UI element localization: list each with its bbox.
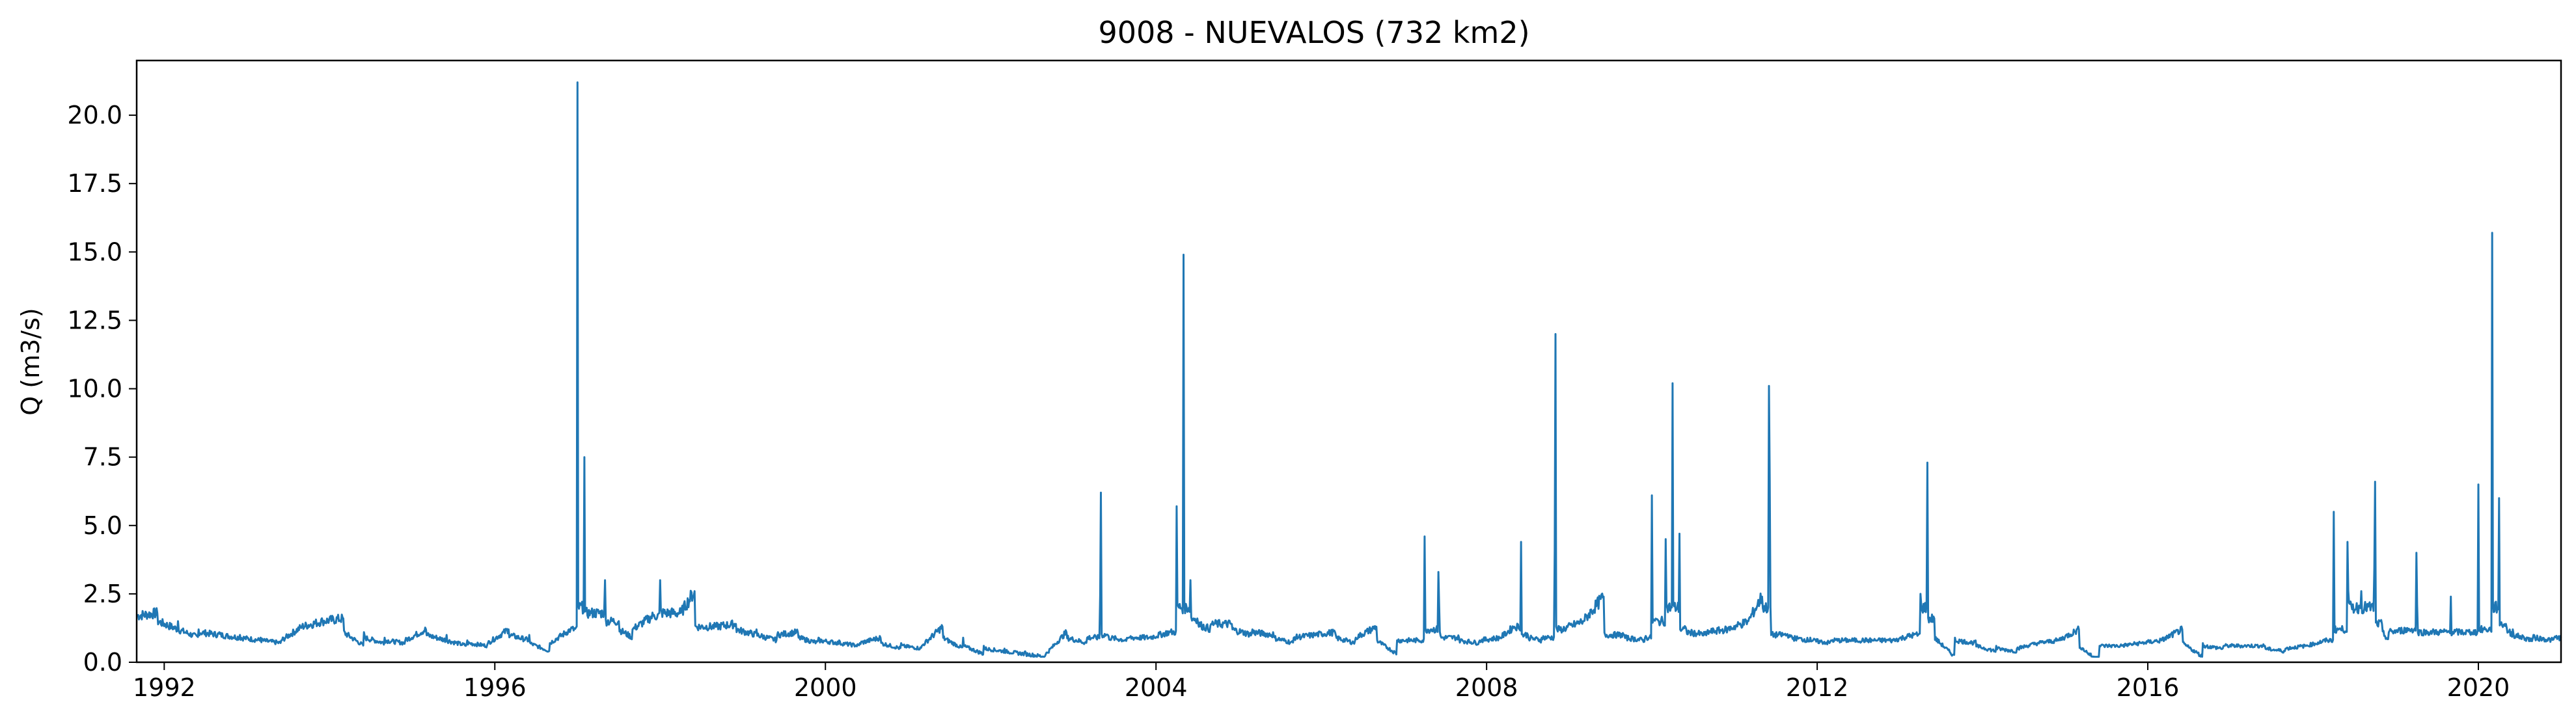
x-tick-label: 1992 <box>133 673 196 702</box>
plot-area <box>136 81 2562 658</box>
x-tick-label: 2008 <box>1455 673 1518 702</box>
y-tick-label: 10.0 <box>67 375 122 403</box>
y-tick-label: 5.0 <box>83 511 122 540</box>
y-tick-label: 20.0 <box>67 101 122 129</box>
x-tick-label: 2016 <box>2117 673 2180 702</box>
y-tick-label: 17.5 <box>67 169 122 198</box>
plot-frame <box>135 59 2562 664</box>
y-tick-label: 7.5 <box>83 443 122 472</box>
chart-title: 9008 - NUEVALOS (732 km2) <box>1098 15 1529 50</box>
x-tick-label: 1996 <box>463 673 527 702</box>
x-tick-label: 2004 <box>1125 673 1188 702</box>
y-tick-label: 12.5 <box>67 306 122 334</box>
y-axis-label: Q (m3/s) <box>16 308 45 415</box>
x-tick-label: 2012 <box>1786 673 1849 702</box>
x-axis: 1992 1996 2000 2004 2008 2012 2016 2020 <box>133 662 2510 702</box>
x-tick-label: 2020 <box>2447 673 2510 702</box>
y-tick-label: 15.0 <box>67 237 122 266</box>
series-line <box>136 81 2562 658</box>
y-tick-label: 2.5 <box>83 580 122 608</box>
y-axis: 0.0 2.5 5.0 7.5 10.0 12.5 15.0 17.5 20.0 <box>67 101 137 677</box>
y-tick-label: 0.0 <box>83 648 122 677</box>
x-tick-label: 2000 <box>794 673 857 702</box>
